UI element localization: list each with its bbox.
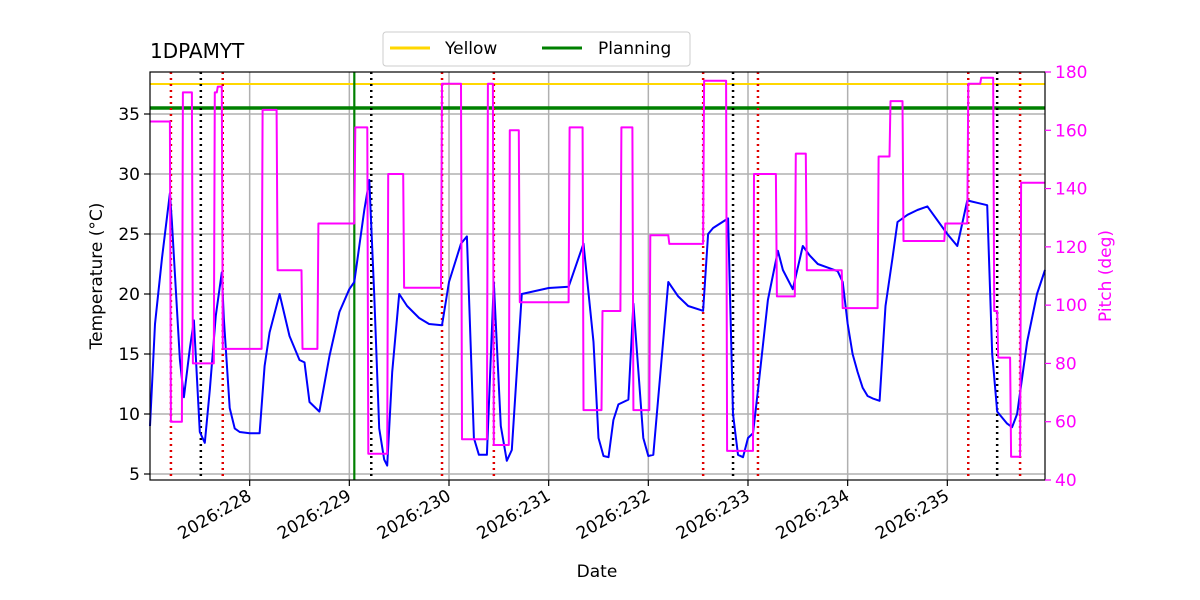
y-tick-label: 35 [118,105,140,125]
y-tick-label: 5 [129,465,140,485]
x-axis-label: Date [577,562,618,582]
reference-lines [150,83,1045,110]
y-tick-label: 20 [118,285,140,305]
plot-frame [149,71,1046,481]
legend-label-planning: Planning [598,39,671,59]
y-axis-label: Temperature (°C) [87,203,107,351]
legend-label-yellow: Yellow [444,39,497,59]
y-tick-label: 15 [118,345,140,365]
y2-tick-label: 180 [1055,63,1087,83]
y2-tick-label: 80 [1055,354,1077,374]
series-temperature [149,179,1046,467]
y2-tick-label: 160 [1055,121,1087,141]
y2-tick-label: 100 [1055,296,1087,316]
legend: Yellow Planning [382,31,691,67]
y-tick-label: 25 [118,225,140,245]
series-pitch [150,76,1045,458]
y2-tick-label: 140 [1055,180,1087,200]
legend-box [382,31,691,67]
chart-title: 1DPAMYT [150,39,245,63]
y2-tick-label: 120 [1055,238,1087,258]
y2-tick-label: 60 [1055,413,1077,433]
series [149,76,1046,467]
y-tick-label: 10 [118,405,140,425]
y2-tick-label: 40 [1055,471,1077,491]
y-tick-label: 30 [118,165,140,185]
y2-axis-label: Pitch (deg) [1096,230,1116,322]
